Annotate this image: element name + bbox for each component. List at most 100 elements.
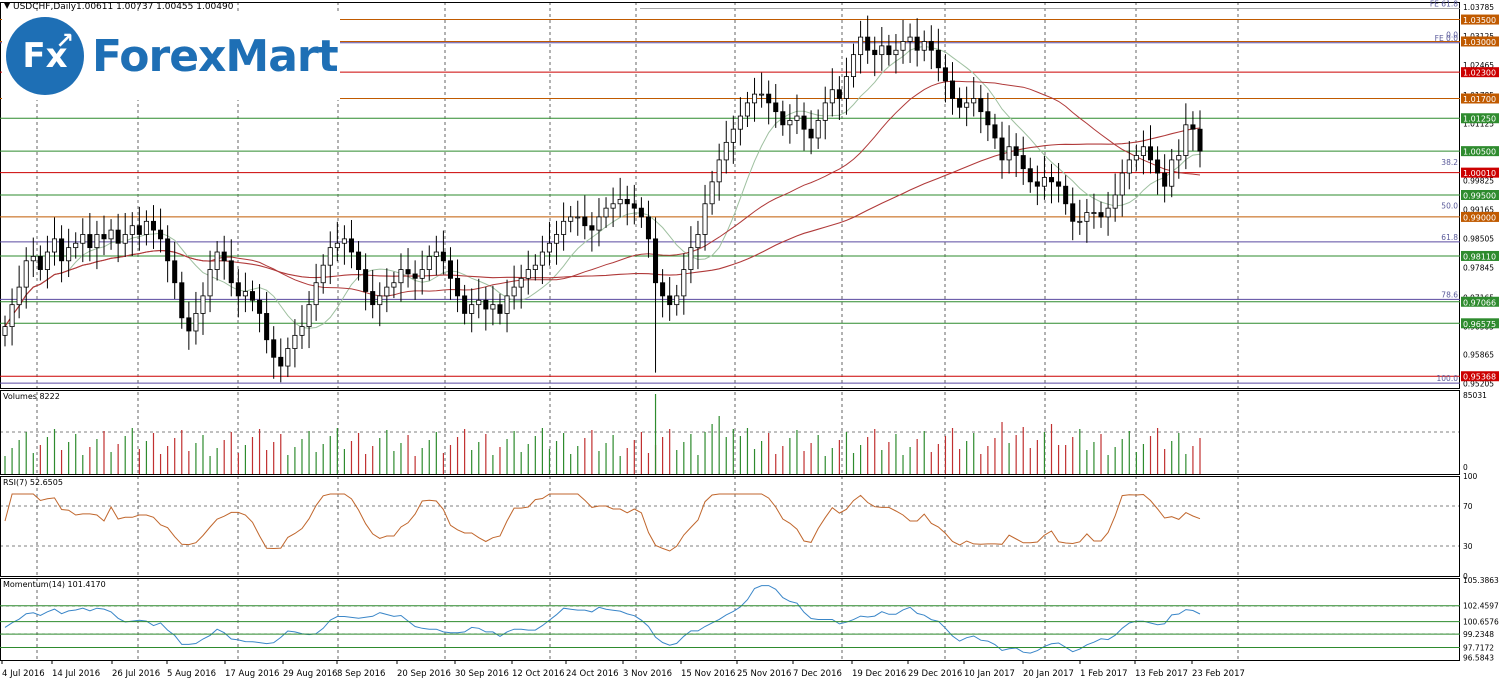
candle-body — [51, 238, 58, 253]
panel-tick-label: 97.7172 — [1463, 644, 1494, 653]
date-label: 13 Feb 2017 — [1135, 669, 1188, 679]
panel-title: Volumes 8222 — [3, 392, 60, 401]
level-label: 1.01700 — [1463, 95, 1496, 104]
candle-body — [667, 295, 673, 306]
candle-body — [1084, 212, 1090, 222]
candle-body — [334, 242, 340, 249]
date-label: 25 Nov 2016 — [737, 669, 791, 679]
candle-body — [264, 313, 270, 341]
candle-body — [73, 242, 79, 249]
candle-body — [1077, 220, 1083, 223]
candle-body — [1063, 185, 1069, 205]
candle-body — [780, 111, 786, 126]
ma-fast-line — [4, 45, 1201, 329]
level-label: 1.03000 — [1463, 38, 1496, 47]
candle-body — [186, 317, 192, 332]
instrument-title: USDCHF,Daily — [13, 2, 77, 12]
candle-body — [94, 234, 100, 249]
date-label: 14 Jul 2016 — [52, 669, 100, 679]
candle-body — [108, 229, 114, 240]
candle-body — [631, 203, 637, 209]
level-label-bg — [1461, 371, 1499, 382]
candle-body — [306, 304, 312, 327]
candle-body — [949, 80, 956, 99]
candle-body — [1133, 155, 1139, 161]
candle-body — [285, 348, 291, 367]
panel-title: Momentum(14) 101.4170 — [3, 580, 106, 589]
dropdown-icon[interactable]: ▼ — [4, 1, 11, 10]
candle-body — [462, 295, 468, 314]
candle-body — [1162, 172, 1168, 187]
level-label-bg — [1461, 113, 1499, 124]
level-label-bg — [1461, 93, 1499, 104]
level-label: 1.00010 — [1463, 169, 1496, 178]
candle-body — [490, 304, 496, 310]
date-label: 5 Aug 2016 — [167, 669, 216, 679]
candle-body — [709, 181, 715, 205]
candle-body — [242, 291, 248, 297]
date-label: 17 Aug 2016 — [225, 669, 279, 679]
candle-body — [122, 234, 128, 244]
date-label: 29 Dec 2016 — [908, 669, 962, 679]
candle-body — [518, 277, 524, 288]
candle-body — [1147, 146, 1154, 161]
panel-tick-label: 0 — [1463, 463, 1468, 472]
candle-body — [1176, 155, 1182, 161]
candle-body — [992, 124, 998, 139]
candle-body — [2, 326, 8, 336]
candle-body — [348, 238, 355, 253]
candle-body — [433, 251, 439, 257]
candle-body — [228, 260, 234, 284]
level-label: 0.98110 — [1463, 252, 1496, 261]
date-label: 20 Sep 2016 — [397, 669, 451, 679]
candle-body — [610, 203, 616, 209]
candle-body — [476, 299, 482, 306]
logo-fx-icon: Fx ↗ — [6, 17, 84, 95]
level-label-bg — [1461, 296, 1499, 307]
candle-body — [1034, 181, 1040, 187]
candle-body — [207, 269, 213, 297]
candle-body — [978, 98, 984, 113]
candle-body — [412, 273, 418, 279]
candle-body — [1048, 177, 1055, 183]
candle-body — [101, 234, 107, 240]
date-label: 30 Sep 2016 — [455, 669, 509, 679]
date-label: 23 Feb 2017 — [1192, 669, 1245, 679]
candle-body — [836, 89, 842, 99]
date-label: 15 Nov 2016 — [681, 669, 735, 679]
candle-body — [858, 36, 864, 56]
candle-body — [822, 102, 828, 121]
candle-body — [900, 41, 906, 51]
level-label-bg — [1461, 250, 1499, 261]
candle-body — [695, 234, 701, 249]
panel-title: RSI(7) 52.6505 — [3, 478, 63, 487]
momentum-line — [4, 585, 1201, 654]
candle-body — [143, 220, 149, 235]
level-label-bg — [1461, 146, 1499, 157]
candle-body — [660, 282, 666, 297]
candle-body — [405, 269, 411, 275]
price-tick-label: 0.95865 — [1463, 350, 1494, 359]
panel-tick-label: 85031 — [1463, 391, 1487, 400]
level-label: 1.01250 — [1463, 115, 1496, 124]
candle-body — [257, 299, 263, 314]
candle-body — [1013, 146, 1019, 156]
candle-body — [1020, 155, 1026, 170]
candle-body — [511, 286, 517, 297]
candle-body — [942, 67, 948, 82]
price-tick-label: 0.98505 — [1463, 235, 1494, 244]
candle-body — [985, 111, 991, 126]
date-label: 24 Oct 2016 — [566, 669, 619, 679]
candle-body — [150, 220, 157, 231]
candle-body — [455, 277, 461, 297]
fib-label: 38.2 — [1441, 158, 1458, 167]
candle-body — [787, 120, 793, 126]
candle-body — [363, 269, 369, 292]
candle-body — [271, 339, 277, 358]
panel-tick-label: 96.5843 — [1463, 653, 1494, 662]
price-tick-label: 1.01125 — [1463, 120, 1494, 129]
candle-body — [744, 102, 750, 117]
candle-body — [914, 36, 920, 51]
price-tick-label: 1.02465 — [1463, 61, 1494, 70]
